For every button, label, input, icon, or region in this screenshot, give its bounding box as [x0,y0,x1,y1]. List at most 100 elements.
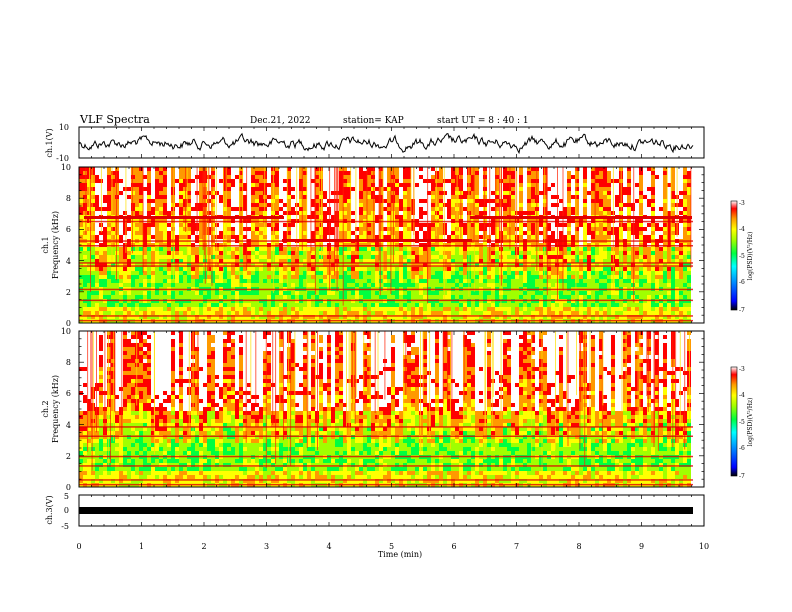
spectrogram-cell [539,207,543,211]
spectrogram-cell [571,279,575,283]
spectrogram-cell [287,259,291,263]
spectrogram-cell [159,211,163,215]
spectrogram-cell [559,251,563,255]
spectrogram-cell [511,271,515,275]
spectrogram-cell [135,231,139,235]
spectrogram-cell [475,235,479,239]
spectrogram-cell [263,267,267,271]
spectrogram-cell [411,179,415,183]
spectrogram-cell [223,275,227,279]
spectrogram-cell [331,303,335,307]
spectrogram-cell [491,275,495,279]
spectrogram-cell [163,203,167,207]
spectrogram-cell [407,295,411,299]
spectrogram-cell [91,171,95,175]
spectrogram-cell [159,283,163,287]
spectrogram-cell [407,211,411,215]
spectrogram-cell [155,167,159,171]
spectrogram-cell [187,195,191,199]
spectrogram-cell [391,275,395,279]
spectrogram-cell [403,311,407,315]
spectrogram-cell [171,311,175,315]
spectrogram-cell [571,227,575,231]
spectrogram-cell [211,179,215,183]
spectrogram-cell [571,207,575,211]
spectrogram-cell [523,247,527,251]
spectrogram-cell [83,191,87,195]
spectrogram-cell [279,267,283,271]
spectrogram-cell [411,303,415,307]
spectrogram-cell [79,259,83,263]
spectrogram-cell [151,247,155,251]
spectrogram-cell [123,171,127,175]
spectrogram-cell [347,183,351,187]
spectrogram-cell [191,275,195,279]
spectrogram-cell [327,199,331,203]
spectrogram-cell [111,307,115,311]
spectrogram-cell [559,187,563,191]
spectrogram-cell [123,275,127,279]
spectrogram-cell [235,199,239,203]
spectrogram-cell [283,211,287,215]
spectrogram-cell [155,187,159,191]
spectrogram-cell [387,227,391,231]
spectrogram-cell [387,283,391,287]
spectrogram-cell [299,311,303,315]
spectrogram-cell [503,175,507,179]
spectrogram-cell [347,171,351,175]
spectrogram-cell [291,207,295,211]
spectrogram-cell [439,247,443,251]
spectrogram-cell [427,183,431,187]
spectrogram-cell [535,307,539,311]
spectrogram-cell [231,267,235,271]
spectrogram-cell [559,207,563,211]
spectrogram-cell [375,279,379,283]
spectrogram-cell [395,183,399,187]
spectrogram-cell [119,167,123,171]
spectrogram-cell [495,231,499,235]
spectrogram-cell [395,255,399,259]
spectrogram-cell [327,255,331,259]
spectrogram-cell [91,315,95,319]
spectrogram-cell [355,295,359,299]
spectrogram-cell [427,207,431,211]
spectrogram-cell [451,227,455,231]
spectrogram-cell [135,291,139,295]
spectrogram-cell [167,279,171,283]
spectrogram-cell [311,267,315,271]
spectrogram-cell [399,267,403,271]
spectrogram-cell [243,167,247,171]
spectrogram-cell [147,203,151,207]
spectrogram-cell [247,303,251,307]
spectrogram-cell [403,295,407,299]
spectrogram-cell [387,311,391,315]
spectrogram-cell [275,295,279,299]
spectrogram-cell [323,279,327,283]
spectrogram-cell [307,291,311,295]
spectrogram-cell [463,171,467,175]
spectrogram-cell [255,227,259,231]
spectrogram-cell [315,247,319,251]
spectrogram-cell [463,195,467,199]
spectrogram-cell [459,263,463,267]
spectrogram-cell [163,247,167,251]
spectrogram-cell [267,199,271,203]
spectrogram-cell [367,231,371,235]
spectrogram-cell [507,199,511,203]
spectrogram-cell [283,223,287,227]
spectrogram-cell [83,167,87,171]
spectrogram-cell [119,267,123,271]
spectrogram-cell [475,247,479,251]
spectrogram-cell [163,303,167,307]
spectrogram-cell [275,303,279,307]
spectrogram-cell [571,171,575,175]
spectrogram-cell [431,235,435,239]
spectrogram-cell [255,211,259,215]
spectrogram-cell [143,307,147,311]
spectrogram-cell [547,235,551,239]
spectrogram-cell [443,275,447,279]
spectrogram-cell [167,307,171,311]
spectrogram-cell [459,315,463,319]
spectrogram-cell [239,311,243,315]
spectrogram-cell [347,315,351,319]
